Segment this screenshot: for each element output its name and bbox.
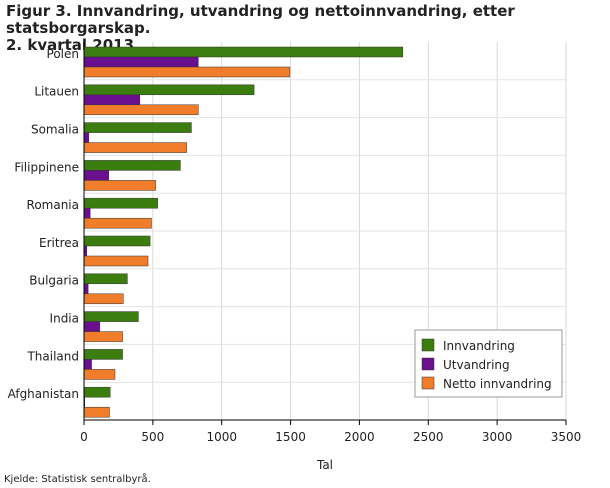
bar-innvandring bbox=[83, 46, 404, 58]
bar-netto-innvandring bbox=[83, 369, 116, 380]
bar-innvandring bbox=[83, 84, 255, 96]
x-tick-label: 2500 bbox=[413, 430, 444, 444]
x-tick-label: 500 bbox=[141, 430, 164, 444]
x-axis-title: Tal bbox=[316, 458, 333, 472]
category-label: Litauen bbox=[34, 85, 79, 99]
x-tick-label: 0 bbox=[80, 430, 88, 444]
category-label: Polen bbox=[47, 47, 79, 61]
bar-utvandring bbox=[83, 132, 90, 143]
bar-innvandring bbox=[83, 122, 192, 133]
bar-utvandring bbox=[83, 56, 199, 68]
x-tick-label: 3500 bbox=[551, 430, 582, 444]
legend-label: Netto innvandring bbox=[443, 377, 552, 391]
category-label: Romania bbox=[27, 198, 79, 212]
chart-title-line1: Figur 3. Innvandring, utvandring og nett… bbox=[6, 2, 515, 37]
legend-label: Innvandring bbox=[443, 339, 515, 353]
category-label: Filippinene bbox=[14, 160, 79, 174]
bar-netto-innvandring bbox=[83, 331, 123, 342]
legend-swatch bbox=[421, 376, 435, 390]
bar-innvandring bbox=[83, 197, 158, 209]
category-label: Bulgaria bbox=[29, 274, 79, 288]
category-label: Somalia bbox=[31, 123, 79, 137]
category-label: Eritrea bbox=[39, 236, 79, 250]
bar-utvandring bbox=[83, 170, 110, 181]
bar-utvandring bbox=[83, 207, 91, 219]
category-label: Thailand bbox=[26, 349, 79, 363]
bar-netto-innvandring bbox=[83, 217, 152, 229]
bar-utvandring bbox=[83, 321, 101, 332]
legend-box bbox=[414, 329, 563, 398]
bar-innvandring bbox=[83, 349, 123, 360]
legend-label: Utvandring bbox=[443, 358, 510, 372]
bar-utvandring bbox=[83, 283, 89, 295]
bar-innvandring bbox=[83, 386, 111, 398]
x-tick-label: 1500 bbox=[275, 430, 306, 444]
bar-netto-innvandring bbox=[83, 66, 291, 78]
bar-netto-innvandring bbox=[83, 104, 199, 116]
bar-innvandring bbox=[83, 160, 181, 171]
bar-netto-innvandring bbox=[83, 142, 187, 153]
chart-title: Figur 3. Innvandring, utvandring og nett… bbox=[6, 3, 606, 54]
bar-netto-innvandring bbox=[83, 406, 110, 418]
x-tick-label: 3000 bbox=[482, 430, 513, 444]
bar-utvandring bbox=[83, 359, 92, 370]
x-tick-label: 2000 bbox=[344, 430, 375, 444]
x-tick-label: 1000 bbox=[206, 430, 237, 444]
category-label: India bbox=[50, 312, 79, 326]
source-note: Kjelde: Statistisk sentralbyrå. bbox=[4, 474, 151, 485]
category-label: Afghanistan bbox=[8, 387, 79, 401]
bar-innvandring bbox=[83, 273, 128, 285]
bar-netto-innvandring bbox=[83, 255, 149, 267]
legend-swatch bbox=[421, 357, 435, 371]
bar-netto-innvandring bbox=[83, 293, 124, 305]
bar-netto-innvandring bbox=[83, 180, 156, 191]
legend-swatch bbox=[421, 338, 435, 352]
bar-innvandring bbox=[83, 235, 151, 247]
bar-innvandring bbox=[83, 311, 139, 322]
bar-utvandring bbox=[83, 94, 141, 106]
